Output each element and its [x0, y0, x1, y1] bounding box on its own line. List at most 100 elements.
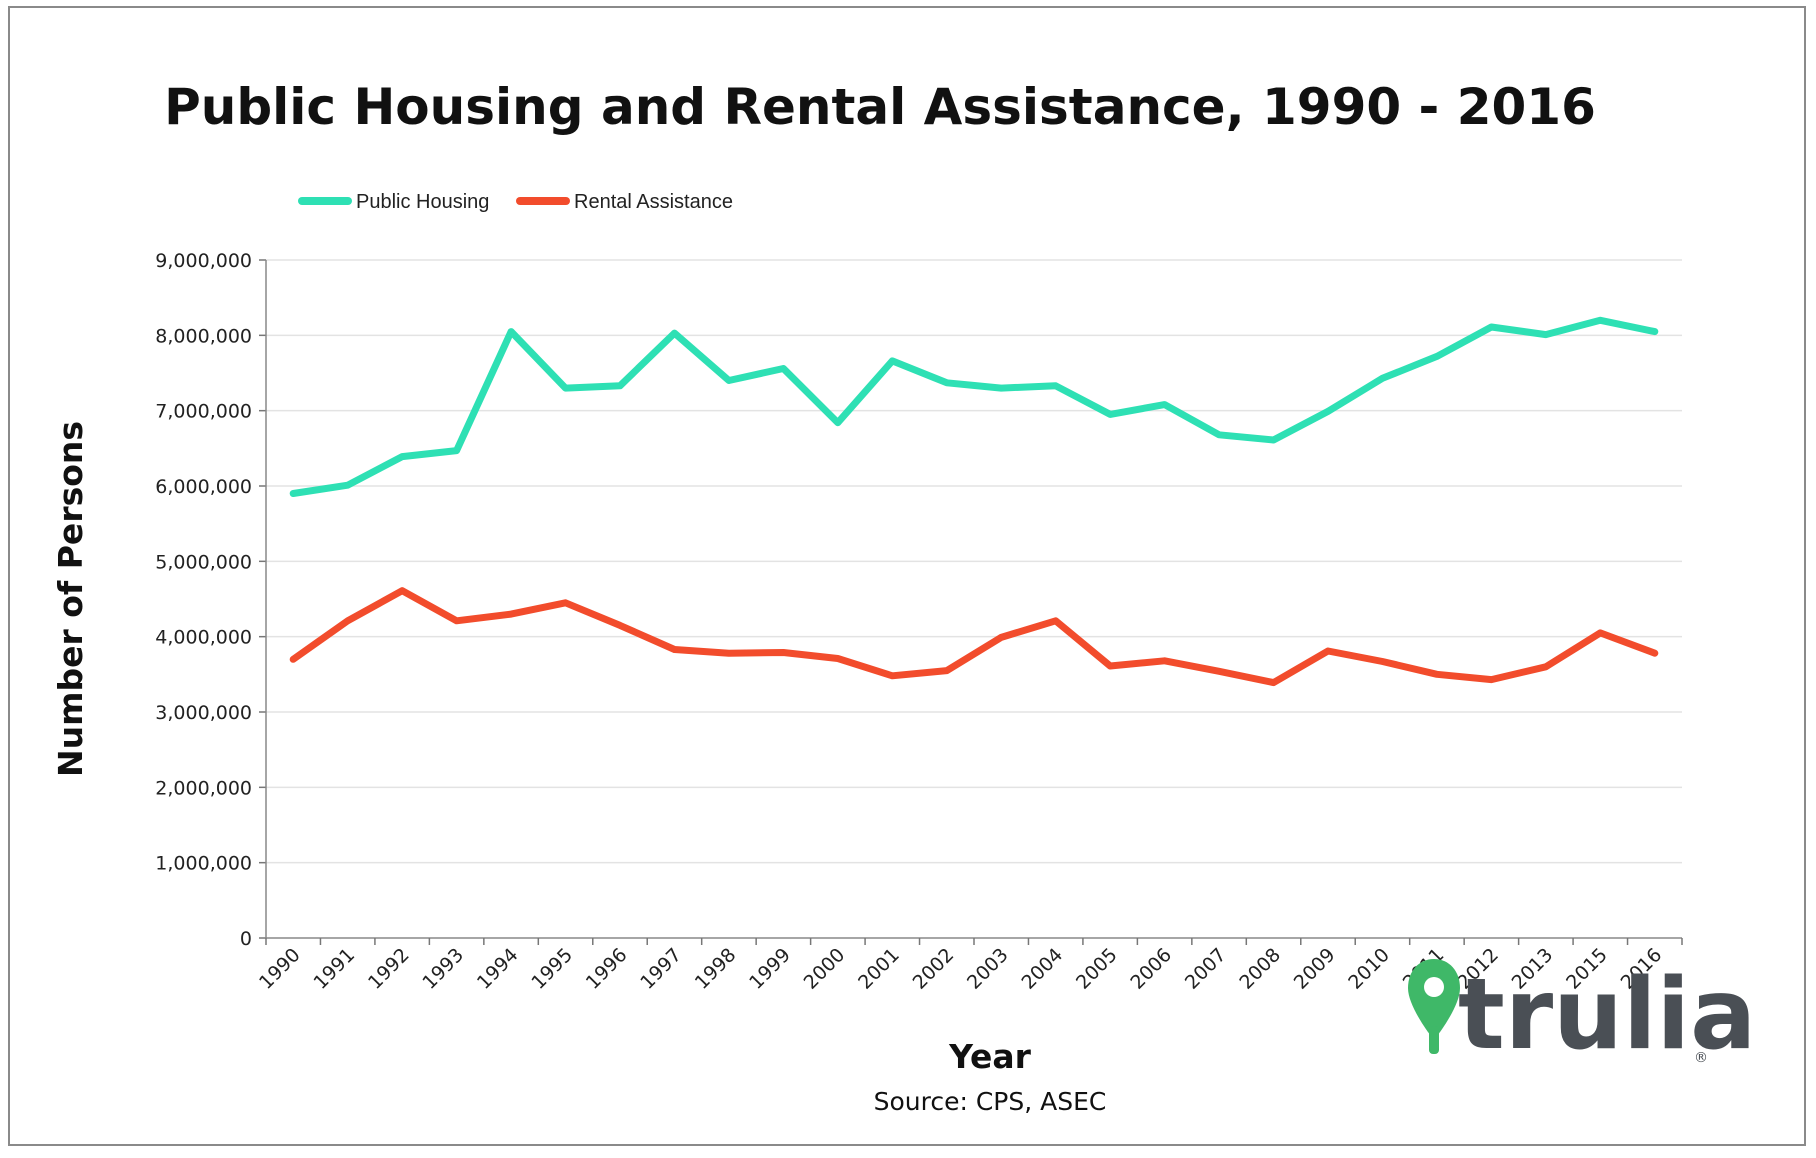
data-point-rental-assistance [671, 646, 678, 653]
y-tick-label: 4,000,000 [155, 627, 252, 649]
series-line-public-housing [289, 316, 1659, 497]
data-point-public-housing [1215, 431, 1223, 438]
x-tick-label: 2002 [909, 944, 959, 994]
data-point-rental-assistance [1651, 650, 1658, 657]
data-point-rental-assistance [344, 617, 351, 625]
x-tick-label: 1992 [364, 944, 414, 994]
registered-mark: ® [1694, 1050, 1708, 1066]
y-tick-label: 2,000,000 [155, 777, 252, 799]
x-tick-label: 2004 [1017, 944, 1067, 994]
data-point-public-housing [1651, 328, 1658, 335]
data-point-public-housing [562, 384, 569, 392]
series-lines [289, 316, 1659, 687]
data-point-rental-assistance [780, 649, 787, 656]
x-tick-label: 2009 [1290, 944, 1340, 994]
x-tick-label: 1993 [418, 944, 468, 994]
trulia-logo: trulia ® [1408, 958, 1756, 1072]
x-tick-label: 2006 [1126, 944, 1176, 994]
data-point-rental-assistance [1052, 617, 1059, 625]
x-tick-label: 1991 [309, 944, 359, 994]
data-point-public-housing [290, 490, 297, 497]
gridlines [266, 259, 1682, 864]
data-point-public-housing [507, 328, 515, 335]
map-pin-icon [1408, 959, 1460, 1054]
data-point-public-housing [1161, 401, 1168, 408]
data-point-rental-assistance [1324, 647, 1332, 655]
data-point-public-housing [834, 419, 842, 426]
y-tick-label: 7,000,000 [155, 401, 252, 423]
data-point-rental-assistance [1161, 657, 1168, 664]
data-point-rental-assistance [1542, 663, 1550, 670]
x-tick-label: 1995 [527, 944, 577, 994]
data-point-public-housing [344, 482, 351, 489]
data-point-public-housing [1106, 411, 1114, 418]
data-point-rental-assistance [889, 672, 896, 680]
chart-title: Public Housing and Rental Assistance, 19… [164, 78, 1596, 136]
data-point-rental-assistance [453, 617, 460, 625]
data-point-rental-assistance [1379, 658, 1386, 665]
chart-svg: Public Housing and Rental Assistance, 19… [51, 78, 1756, 1116]
data-point-rental-assistance [1106, 662, 1114, 670]
x-tick-label: 2005 [1072, 944, 1122, 994]
y-tick-label: 8,000,000 [155, 325, 252, 347]
x-tick-label: 2003 [963, 944, 1013, 994]
data-point-public-housing [725, 377, 733, 384]
data-point-public-housing [998, 384, 1005, 392]
data-point-rental-assistance [1488, 676, 1495, 683]
x-tick-label: 2008 [1235, 944, 1285, 994]
x-tick-label: 1994 [473, 944, 523, 994]
x-tick-label: 1990 [255, 944, 305, 994]
x-tick-label: 2001 [854, 944, 904, 994]
data-point-public-housing [1379, 375, 1386, 382]
axes [259, 259, 1683, 945]
data-point-rental-assistance [943, 667, 950, 674]
data-point-public-housing [889, 357, 896, 365]
data-point-public-housing [1324, 408, 1332, 415]
source-note: Source: CPS, ASEC [874, 1087, 1107, 1116]
x-tick-label: 1999 [745, 944, 795, 994]
data-point-rental-assistance [1270, 679, 1277, 686]
data-point-public-housing [453, 447, 460, 454]
x-tick-label: 1997 [636, 944, 686, 994]
y-tick-label: 5,000,000 [155, 551, 252, 573]
y-tick-label: 1,000,000 [155, 853, 252, 875]
legend: Public Housing Rental Assistance [298, 191, 733, 213]
data-point-public-housing [398, 453, 406, 460]
data-point-public-housing [1270, 436, 1277, 444]
y-tick-label: 3,000,000 [155, 702, 252, 724]
data-point-rental-assistance [290, 656, 297, 663]
data-point-rental-assistance [834, 655, 842, 662]
x-tick-label: 2010 [1344, 944, 1394, 994]
data-point-rental-assistance [998, 634, 1005, 641]
data-point-public-housing [780, 365, 787, 372]
chart-frame: Public Housing and Rental Assistance, 19… [8, 6, 1806, 1146]
x-tick-label: 1996 [582, 944, 632, 994]
data-point-rental-assistance [562, 599, 569, 606]
data-point-public-housing [943, 379, 950, 386]
data-point-public-housing [1542, 331, 1550, 338]
y-axis-title: Number of Persons [51, 421, 90, 777]
data-point-rental-assistance [1215, 668, 1223, 675]
y-tick-label: 0 [240, 928, 252, 950]
data-point-public-housing [1433, 353, 1441, 360]
data-point-public-housing [1597, 317, 1604, 324]
legend-label-public-housing: Public Housing [356, 191, 489, 213]
data-point-public-housing [671, 329, 678, 337]
y-tick-labels: 0 1,000,000 2,000,000 3,000,000 4,000,000 5,0… [155, 250, 252, 950]
y-tick-label: 6,000,000 [155, 476, 252, 498]
x-axis-title: Year [948, 1037, 1032, 1076]
data-point-public-housing [1488, 323, 1495, 331]
logo-wordmark: trulia [1458, 958, 1756, 1072]
data-point-rental-assistance [1433, 671, 1441, 678]
x-tick-label: 2000 [800, 944, 850, 994]
data-point-rental-assistance [398, 587, 406, 594]
x-tick-label: 1998 [691, 944, 741, 994]
data-point-public-housing [616, 382, 624, 390]
y-tick-label: 9,000,000 [155, 250, 252, 272]
x-tick-label: 2007 [1181, 944, 1231, 994]
data-point-rental-assistance [725, 650, 733, 657]
data-point-rental-assistance [507, 610, 515, 618]
series-line-rental-assistance [289, 587, 1659, 687]
data-point-rental-assistance [616, 622, 624, 629]
data-point-rental-assistance [1597, 629, 1604, 637]
